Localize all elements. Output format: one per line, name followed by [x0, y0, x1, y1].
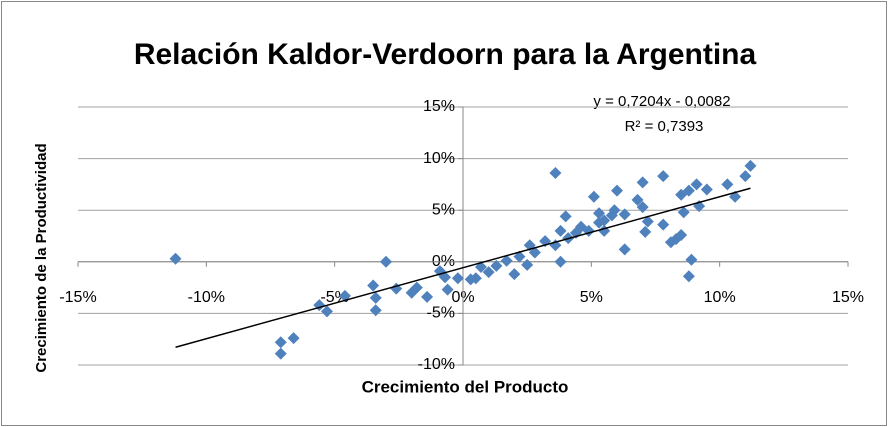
point	[490, 259, 503, 272]
point	[320, 305, 333, 318]
point	[690, 178, 703, 191]
trendline	[175, 187, 751, 348]
y-tick-label: -10%	[418, 356, 455, 373]
chart-title: Relación Kaldor-Verdoorn para la Argenti…	[134, 38, 757, 71]
point	[554, 224, 567, 237]
point	[721, 178, 734, 191]
x-tick-label: 5%	[580, 289, 603, 306]
point	[641, 215, 654, 228]
point	[500, 254, 513, 267]
point	[598, 214, 611, 227]
y-tick-label: 15%	[423, 98, 455, 115]
point	[636, 201, 649, 214]
y-axis-label: Crecimiento de la Productividad	[33, 143, 50, 372]
point	[559, 210, 572, 223]
point	[508, 268, 521, 281]
point	[287, 332, 300, 345]
point	[611, 184, 623, 197]
point	[593, 207, 606, 220]
x-tick-label: -15%	[59, 289, 96, 306]
point	[608, 204, 621, 217]
x-tick-label: -10%	[188, 289, 225, 306]
point	[657, 170, 670, 183]
point	[482, 266, 495, 279]
point	[369, 304, 382, 317]
point	[677, 206, 690, 219]
y-tick-label: 5%	[432, 201, 455, 218]
point	[521, 258, 534, 271]
y-tick-label: -5%	[427, 305, 455, 322]
point	[549, 167, 562, 180]
point	[274, 336, 287, 349]
point	[675, 228, 688, 241]
point	[700, 183, 713, 196]
point	[636, 176, 649, 189]
point	[169, 252, 182, 265]
x-tick-label: 10%	[704, 289, 736, 306]
point	[618, 208, 631, 221]
point	[657, 218, 670, 231]
point	[469, 272, 482, 285]
point	[631, 193, 644, 206]
point	[639, 225, 652, 238]
point	[410, 281, 423, 294]
point	[554, 255, 567, 268]
y-tick-label: 10%	[423, 150, 455, 167]
point	[587, 190, 600, 203]
point	[528, 246, 541, 259]
point	[369, 291, 382, 304]
point	[380, 255, 392, 268]
trendline-r2: R² = 0,7393	[625, 118, 704, 135]
point	[274, 347, 287, 360]
x-tick-label: 15%	[832, 289, 864, 306]
point	[441, 283, 454, 296]
point	[618, 243, 631, 256]
point	[451, 272, 464, 285]
point	[682, 184, 695, 197]
point	[739, 170, 752, 183]
point	[421, 290, 434, 303]
point	[513, 250, 526, 263]
x-axis-label: Crecimiento del Producto	[362, 377, 569, 396]
trendline-equation: y = 0,7204x - 0,0082	[593, 93, 730, 110]
point	[367, 279, 380, 292]
point	[744, 159, 757, 172]
point	[685, 253, 698, 266]
point	[682, 270, 695, 283]
